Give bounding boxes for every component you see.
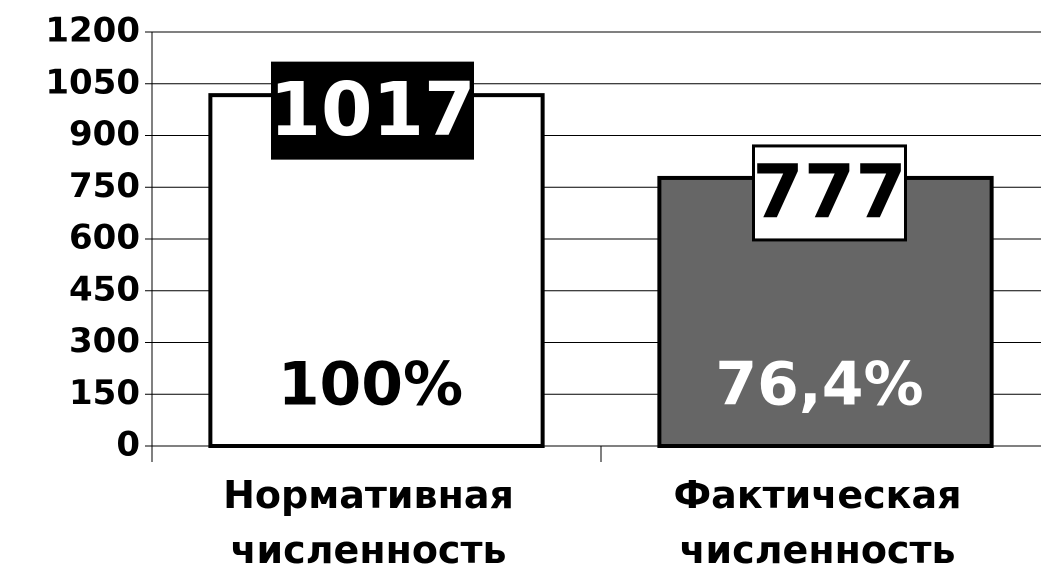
y-tick-label: 150 bbox=[69, 373, 140, 413]
y-tick-label: 750 bbox=[69, 166, 140, 206]
y-tick-label: 1050 bbox=[45, 62, 140, 102]
value-label-box bbox=[271, 61, 474, 160]
chart: 0 150 300 450 600 750 900 1050 1200 1017 100% 777 76… bbox=[45, 11, 1041, 465]
y-tick-label: 450 bbox=[69, 269, 140, 309]
value-label: 777 bbox=[752, 149, 906, 235]
page: 0 150 300 450 600 750 900 1050 1200 1017 100% 777 76… bbox=[45, 10, 1041, 572]
annotation: 100% bbox=[278, 350, 463, 420]
y-tick-label: 600 bbox=[69, 218, 140, 258]
y-tick-label: 0 bbox=[116, 425, 140, 465]
y-tick-label: 300 bbox=[69, 321, 140, 361]
y-tick-label: 900 bbox=[69, 114, 140, 154]
x-tick-label: Фактическая численность bbox=[673, 473, 962, 572]
value-label: 1017 bbox=[270, 67, 476, 153]
y-tick-label: 1200 bbox=[45, 11, 140, 51]
annotation: 76,4% bbox=[715, 350, 923, 420]
value-label-box bbox=[752, 144, 907, 242]
